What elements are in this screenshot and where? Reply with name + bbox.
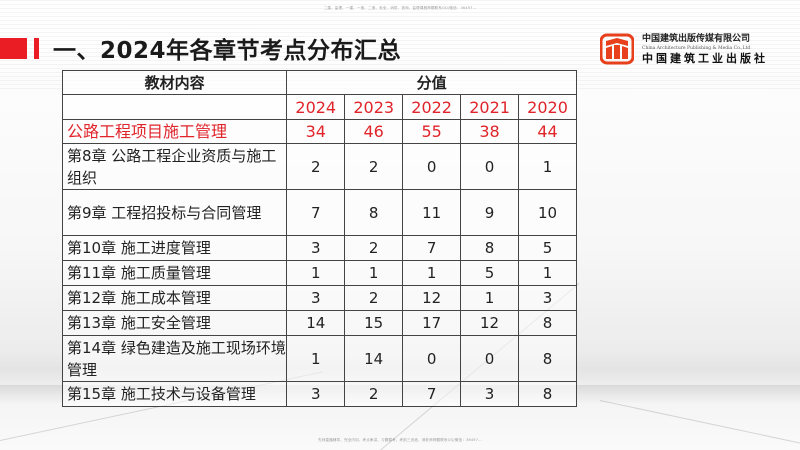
publisher-logo-icon: [599, 32, 635, 66]
publisher-name-en: China Architecture Publishing & Media Co…: [642, 45, 751, 51]
score-cell: 1: [402, 260, 462, 286]
score-cell: 3: [286, 381, 346, 407]
summary-value: 38: [460, 119, 520, 144]
header-score: 分值: [286, 70, 577, 95]
summary-label: 公路工程项目施工管理: [61, 119, 288, 144]
table-header-row: 教材内容 分值: [61, 70, 577, 95]
score-cell: 2: [286, 143, 346, 190]
score-cell: 10: [518, 189, 577, 236]
score-cell: 17: [402, 310, 462, 336]
table-row: 第15章 施工技术与设备管理 3 2 7 3 8: [61, 381, 577, 407]
table-row: 第14章 绿色建造及施工现场环境管理 1 14 0 0 8: [61, 335, 577, 382]
score-cell: 5: [460, 260, 520, 286]
score-cell: 14: [344, 335, 404, 382]
watermark-bottom: 先师直播辅导、完全内训、考点串讲、习题模考、考前三页纸，请老师押题联系QQ/微信…: [318, 438, 482, 442]
header-content: 教材内容: [61, 70, 288, 95]
score-cell: 2: [344, 143, 404, 190]
score-cell: 9: [460, 189, 520, 236]
year-2020: 2020: [518, 94, 577, 120]
score-cell: 3: [286, 285, 346, 311]
score-cell: 2: [344, 235, 404, 261]
chapter-label: 第10章 施工进度管理: [61, 235, 288, 261]
year-2024: 2024: [286, 94, 346, 120]
chapter-label: 第9章 工程招投标与合同管理: [61, 189, 288, 236]
score-cell: 2: [344, 381, 404, 407]
score-cell: 8: [518, 381, 577, 407]
table-row: 第13章 施工安全管理 14 15 17 12 8: [61, 310, 577, 336]
score-cell: 5: [518, 235, 577, 261]
year-2023: 2023: [344, 94, 404, 120]
score-cell: 12: [402, 285, 462, 311]
score-cell: 0: [402, 335, 462, 382]
score-distribution-table: 教材内容 分值 2024 2023 2022 2021 2020 公路工程项目施…: [61, 70, 577, 407]
publisher-name-cn: 中国建筑出版传媒有限公司: [642, 33, 751, 44]
score-cell: 1: [518, 260, 577, 286]
score-cell: 7: [286, 189, 346, 236]
table-row: 第10章 施工进度管理 3 2 7 8 5: [61, 235, 577, 261]
score-cell: 14: [286, 310, 346, 336]
score-cell: 7: [402, 381, 462, 407]
score-cell: 0: [460, 143, 520, 190]
score-cell: 1: [286, 335, 346, 382]
score-cell: 2: [344, 285, 404, 311]
score-cell: 8: [518, 335, 577, 382]
score-cell: 1: [344, 260, 404, 286]
year-header-row: 2024 2023 2022 2021 2020: [61, 94, 577, 120]
chapter-label: 第13章 施工安全管理: [61, 310, 288, 336]
score-cell: 3: [518, 285, 577, 311]
chapter-label: 第15章 施工技术与设备管理: [61, 381, 288, 407]
year-2021: 2021: [460, 94, 520, 120]
title-bar: 一、2024年各章节考点分布汇总: [0, 34, 402, 64]
title-accent-bar: [34, 37, 39, 59]
page-title: 一、2024年各章节考点分布汇总: [53, 38, 402, 64]
summary-value: 46: [344, 119, 404, 144]
publisher-logo: 中国建筑出版传媒有限公司 China Architecture Publishi…: [599, 30, 800, 68]
score-cell: 11: [402, 189, 462, 236]
score-cell: 3: [286, 235, 346, 261]
summary-row: 公路工程项目施工管理 34 46 55 38 44: [61, 119, 577, 144]
summary-value: 44: [518, 119, 577, 144]
watermark-top: 二建、监理、一建、一造、二造、安全、消防、咨询、监理课程押题联系QQ/微信：36…: [323, 6, 477, 10]
publisher-name-cn-calligraphy: 中国建筑工业出版社: [642, 51, 768, 65]
year-2022: 2022: [402, 94, 462, 120]
table-row: 第11章 施工质量管理 1 1 1 5 1: [61, 260, 577, 286]
chapter-label: 第12章 施工成本管理: [61, 285, 288, 311]
score-cell: 3: [460, 381, 520, 407]
score-cell: 1: [518, 143, 577, 190]
score-cell: 1: [460, 285, 520, 311]
score-cell: 15: [344, 310, 404, 336]
score-cell: 7: [402, 235, 462, 261]
chapter-label: 第8章 公路工程企业资质与施工组织: [61, 143, 288, 190]
table-row: 第9章 工程招投标与合同管理 7 8 11 9 10: [61, 189, 577, 236]
score-cell: 1: [286, 260, 346, 286]
score-cell: 12: [460, 310, 520, 336]
score-cell: 8: [460, 235, 520, 261]
table-row: 第8章 公路工程企业资质与施工组织 2 2 0 0 1: [61, 143, 577, 190]
score-cell: 8: [344, 189, 404, 236]
chapter-label: 第11章 施工质量管理: [61, 260, 288, 286]
title-accent-block: [0, 37, 27, 59]
chapter-label: 第14章 绿色建造及施工现场环境管理: [61, 335, 288, 382]
summary-value: 34: [286, 119, 346, 144]
year-header-empty: [61, 94, 288, 120]
summary-value: 55: [402, 119, 462, 144]
score-cell: 8: [518, 310, 577, 336]
score-cell: 0: [402, 143, 462, 190]
score-cell: 0: [460, 335, 520, 382]
table-row: 第12章 施工成本管理 3 2 12 1 3: [61, 285, 577, 311]
